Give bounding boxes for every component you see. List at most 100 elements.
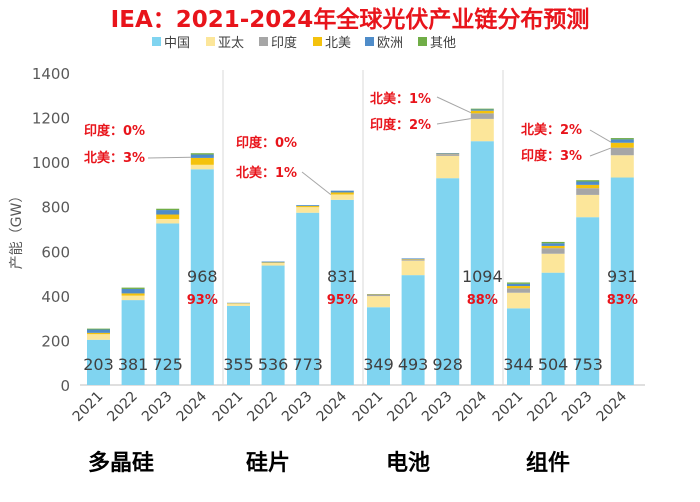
- bar-segment-印度: [542, 248, 565, 254]
- x-tick-label: 2022: [524, 389, 561, 426]
- legend-label: 印度: [271, 35, 297, 51]
- bar-value-label: 349: [363, 355, 394, 374]
- legend-swatch: [152, 37, 161, 46]
- bar-segment-北美: [576, 185, 599, 188]
- bar-segment-中国: [436, 178, 459, 385]
- bar-segment-印度: [402, 260, 425, 261]
- x-tick-label: 2023: [419, 389, 456, 426]
- bar-segment-欧洲: [87, 330, 110, 333]
- x-tick-label: 2024: [594, 388, 631, 425]
- bar-segment-印度: [611, 148, 634, 156]
- bar-segment-欧洲: [471, 110, 494, 111]
- x-tick-label: 2023: [279, 389, 316, 426]
- bar-segment-亚太: [191, 165, 214, 169]
- bar-segment-亚太: [576, 195, 599, 217]
- legend-swatch: [418, 37, 427, 46]
- annotation-label: 印度：2%: [370, 117, 431, 133]
- legend-swatch: [313, 37, 322, 46]
- bar-segment-亚太: [507, 293, 530, 309]
- legend-label: 北美: [325, 36, 351, 51]
- x-tick-label: 2021: [210, 389, 247, 426]
- x-tick-label: 2024: [174, 388, 211, 425]
- bar-segment-亚太: [402, 261, 425, 275]
- china-share-label: 88%: [467, 293, 498, 308]
- bar-segment-北美: [87, 333, 110, 334]
- y-tick-label: 200: [41, 332, 70, 350]
- group-labels: 多晶硅硅片电池组件: [88, 450, 570, 476]
- legend-label: 欧洲: [377, 36, 403, 51]
- bar-segment-欧洲: [436, 153, 459, 154]
- legend-swatch: [259, 37, 268, 46]
- bar-segment-欧洲: [611, 139, 634, 142]
- bar-value-label: 381: [118, 355, 149, 374]
- bar-segment-欧洲: [296, 205, 319, 206]
- annotation-label: 北美：1%: [236, 165, 297, 181]
- y-tick-label: 1200: [32, 110, 70, 128]
- y-tick-label: 400: [41, 288, 70, 306]
- bar-value-label: 968: [187, 267, 218, 286]
- group-label: 组件: [526, 450, 570, 476]
- bar-segment-其他: [611, 138, 634, 139]
- annotation-label: 北美：1%: [370, 91, 431, 107]
- bar-segment-其他: [507, 282, 530, 283]
- x-tick-label: 2021: [70, 389, 107, 426]
- y-tick-label: 0: [60, 377, 70, 395]
- x-tick-label: 2022: [244, 389, 281, 426]
- bar-segment-欧洲: [542, 243, 565, 246]
- annotation-label: 印度：3%: [521, 148, 582, 164]
- x-tick-label: 2022: [104, 389, 141, 426]
- annotation-leader: [590, 148, 611, 156]
- bar-segment-亚太: [87, 334, 110, 340]
- bar-segment-其他: [576, 180, 599, 181]
- chart-title: IEA：2021-2024年全球光伏产业链分布预测: [111, 6, 590, 33]
- bar-segment-欧洲: [156, 210, 179, 214]
- x-tick-label: 2024: [454, 388, 491, 425]
- bar-segment-印度: [471, 113, 494, 119]
- bar-segment-欧洲: [122, 289, 145, 293]
- annotations: 印度：0%北美：3%印度：0%北美：1%北美：1%印度：2%北美：2%印度：3%: [84, 91, 611, 195]
- legend-swatch: [365, 37, 374, 46]
- bar-segment-中国: [471, 141, 494, 385]
- annotation-label: 北美：2%: [521, 122, 582, 138]
- bar-segment-其他: [191, 153, 214, 154]
- bar-segment-印度: [576, 188, 599, 195]
- china-share-label: 83%: [607, 293, 638, 308]
- bar-segment-亚太: [227, 304, 250, 306]
- bar-value-label: 753: [572, 355, 603, 374]
- bar-value-label: 344: [503, 355, 534, 374]
- bar-value-label: 773: [292, 355, 323, 374]
- x-tick-label: 2021: [490, 389, 527, 426]
- bar-segment-亚太: [471, 119, 494, 141]
- y-tick-label: 600: [41, 243, 70, 261]
- bar-segment-北美: [331, 192, 354, 194]
- bar-value-label: 203: [83, 355, 114, 374]
- bar-value-label: 493: [398, 355, 429, 374]
- bar-segment-北美: [296, 206, 319, 207]
- bar-segment-欧洲: [576, 182, 599, 185]
- y-tick-label: 1400: [32, 65, 70, 83]
- bar-segment-北美: [191, 158, 214, 165]
- china-share-label: 95%: [327, 293, 358, 308]
- china-share-label: 93%: [187, 293, 218, 308]
- bar-segment-其他: [87, 329, 110, 330]
- bar-segment-其他: [542, 242, 565, 243]
- bar-value-label: 1094: [462, 267, 503, 286]
- bar-segment-亚太: [367, 296, 390, 307]
- bar-segment-其他: [471, 109, 494, 110]
- bar-segment-亚太: [122, 296, 145, 300]
- bar-segment-北美: [122, 293, 145, 295]
- bar-segment-欧洲: [507, 284, 530, 286]
- bar-segment-亚太: [611, 155, 634, 177]
- bar-segment-亚太: [156, 219, 179, 223]
- bar-segment-欧洲: [191, 155, 214, 158]
- legend: 中国亚太印度北美欧洲其他: [152, 35, 456, 51]
- legend-swatch: [206, 37, 215, 46]
- bar-segment-其他: [156, 209, 179, 210]
- bar-value-label: 355: [223, 355, 254, 374]
- y-axis-label: 产能（GW）: [9, 189, 25, 270]
- bar-segment-欧洲: [402, 258, 425, 259]
- group-label: 多晶硅: [88, 450, 154, 476]
- x-tick-label: 2024: [314, 388, 351, 425]
